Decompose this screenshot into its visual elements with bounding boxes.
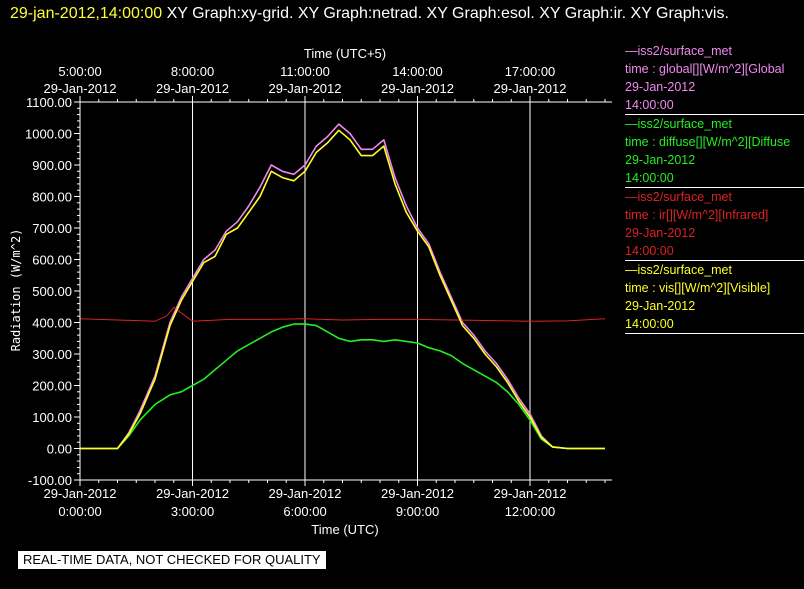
legend-entry-line1: —iss2/surface_met	[625, 117, 732, 131]
top-tick-time-label: 8:00:00	[171, 64, 214, 79]
legend-entry-line2: time : diffuse[][W/m^2][Diffuse	[625, 135, 791, 149]
x-tick-time-label: 3:00:00	[171, 504, 214, 519]
series-layer	[79, 123, 606, 450]
top-axis-title: Time (UTC+5)	[304, 46, 386, 61]
legend-entry-line1: —iss2/surface_met	[625, 44, 732, 58]
legend-separator	[625, 114, 804, 115]
top-tick-date-label: 29-Jan-2012	[269, 81, 342, 96]
y-tick-label: 200.00	[32, 379, 72, 394]
x-tick-time-label: 12:00:00	[505, 504, 556, 519]
y-tick-label: 1000.00	[25, 127, 72, 142]
quality-note: REAL-TIME DATA, NOT CHECKED FOR QUALITY	[18, 551, 326, 569]
y-tick-label: 900.00	[32, 158, 72, 173]
top-tick-date-label: 29-Jan-2012	[494, 81, 567, 96]
graph-list-title: XY Graph:xy-grid. XY Graph:netrad. XY Gr…	[162, 5, 729, 22]
y-tick-label: -100.00	[28, 473, 72, 488]
top-tick-time-label: 14:00:00	[392, 64, 443, 79]
top-tick-time-label: 11:00:00	[280, 64, 330, 79]
y-tick-label: 0.00	[47, 442, 72, 457]
series-global-line	[80, 123, 605, 450]
legend-entry-line1: —iss2/surface_met	[625, 263, 732, 277]
legend-entry-line4: 14:00:00	[625, 244, 674, 258]
axes-layer: -100.00 0.00 100.00 200.00 300.00 400.00 500.0…	[25, 64, 612, 519]
x-tick-time-label: 9:00:00	[396, 504, 439, 519]
legend-entry-line4: 14:00:00	[625, 317, 674, 331]
series-ir-line	[79, 306, 606, 322]
legend-entry-line3: 29-Jan-2012	[625, 153, 696, 167]
legend-entry-line2: time : ir[][W/m^2][Infrared]	[625, 208, 769, 222]
legend-entry-line1: —iss2/surface_met	[625, 190, 732, 204]
top-tick-date-label: 29-Jan-2012	[44, 81, 117, 96]
y-axis-title: Radiation (W/m^2)	[9, 229, 23, 352]
x-tick-date-label: 29-Jan-2012	[494, 486, 567, 501]
y-tick-label: 800.00	[32, 190, 72, 205]
legend-separator	[625, 187, 804, 188]
top-tick-time-label: 5:00:00	[58, 64, 101, 79]
y-tick-label: 600.00	[32, 253, 72, 268]
x-tick-time-label: 0:00:00	[58, 504, 101, 519]
y-tick-label: 100.00	[32, 410, 72, 425]
top-tick-date-label: 29-Jan-2012	[381, 81, 454, 96]
legend-separator	[625, 260, 804, 261]
legend-separator	[625, 333, 804, 334]
legend-entry-line3: 29-Jan-2012	[625, 299, 696, 313]
legend-entry-line3: 29-Jan-2012	[625, 226, 696, 240]
top-tick-time-label: 17:00:00	[505, 64, 556, 79]
x-tick-date-label: 29-Jan-2012	[269, 486, 342, 501]
x-axis-title: Time (UTC)	[311, 522, 378, 537]
y-tick-label: 1100.00	[26, 95, 72, 110]
x-tick-date-label: 29-Jan-2012	[381, 486, 454, 501]
grid-layer	[79, 102, 531, 480]
y-tick-label: 500.00	[32, 284, 72, 299]
legend-entry-line4: 14:00:00	[625, 98, 674, 112]
x-tick-date-label: 29-Jan-2012	[44, 486, 117, 501]
y-tick-label: 700.00	[32, 221, 72, 236]
legend-entry-line3: 29-Jan-2012	[625, 80, 696, 94]
legend-entry-line2: time : global[][W/m^2][Global	[625, 62, 785, 76]
legend-entry-line4: 14:00:00	[625, 171, 674, 185]
legend-entry-line2: time : vis[][W/m^2][Visible]	[625, 281, 771, 295]
top-tick-date-label: 29-Jan-2012	[156, 81, 229, 96]
y-tick-label: 300.00	[32, 347, 72, 362]
timestamp-title: 29-jan-2012,14:00:00	[10, 5, 163, 22]
chart-title-bar: 29-jan-2012,14:00:00 XY Graph:xy-grid. X…	[10, 2, 800, 25]
x-tick-time-label: 6:00:00	[283, 504, 326, 519]
series-vis-line	[80, 129, 605, 450]
series-diffuse-line	[80, 323, 605, 450]
x-tick-date-label: 29-Jan-2012	[156, 486, 229, 501]
y-tick-label: 400.00	[32, 316, 72, 331]
